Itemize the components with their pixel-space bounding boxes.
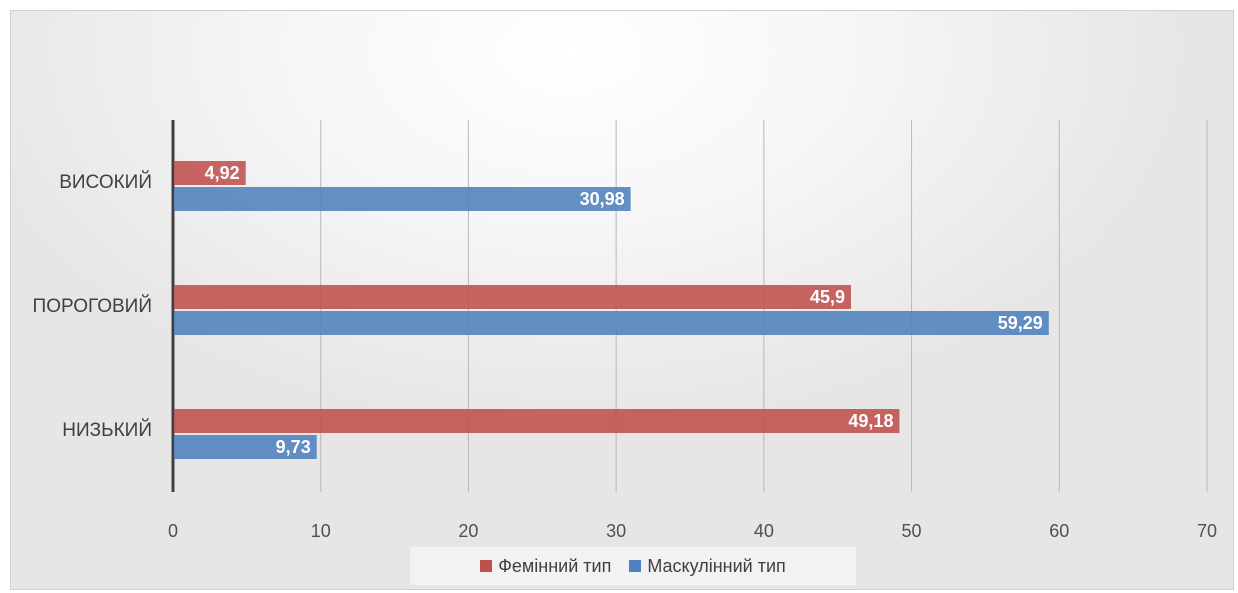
x-tick-label: 20 [458, 521, 478, 541]
bar [174, 435, 317, 459]
category-label: ПОРОГОВИЙ [33, 295, 152, 317]
legend-item-masculine: Маскулінний тип [629, 555, 786, 577]
legend-swatch-masculine [629, 560, 642, 572]
data-label: 59,29 [998, 313, 1043, 333]
legend-label-feminine: Фемінний тип [498, 555, 612, 576]
chart-legend: Фемінний тип Маскулінний тип [410, 547, 856, 585]
legend-label-masculine: Маскулінний тип [647, 555, 786, 576]
x-tick-label: 70 [1197, 521, 1217, 541]
x-tick-label: 0 [168, 521, 178, 541]
bar [174, 311, 1049, 335]
data-label: 45,9 [810, 287, 845, 307]
category-label: НИЗЬКИЙ [62, 419, 152, 441]
bar [174, 187, 631, 211]
x-tick-label: 50 [902, 521, 922, 541]
bar [174, 409, 900, 433]
category-label: ВИСОКИЙ [59, 171, 152, 193]
bar [174, 161, 246, 185]
x-tick-label: 10 [311, 521, 331, 541]
bar [174, 285, 852, 309]
data-label: 9,73 [276, 437, 311, 457]
data-label: 4,92 [205, 163, 240, 183]
legend-item-feminine: Фемінний тип [480, 556, 611, 577]
x-tick-label: 60 [1049, 521, 1069, 541]
x-tick-label: 30 [606, 521, 626, 541]
x-tick-label: 40 [754, 521, 774, 541]
data-label: 30,98 [580, 189, 625, 209]
data-label: 49,18 [848, 411, 893, 431]
legend-swatch-feminine [480, 560, 493, 572]
